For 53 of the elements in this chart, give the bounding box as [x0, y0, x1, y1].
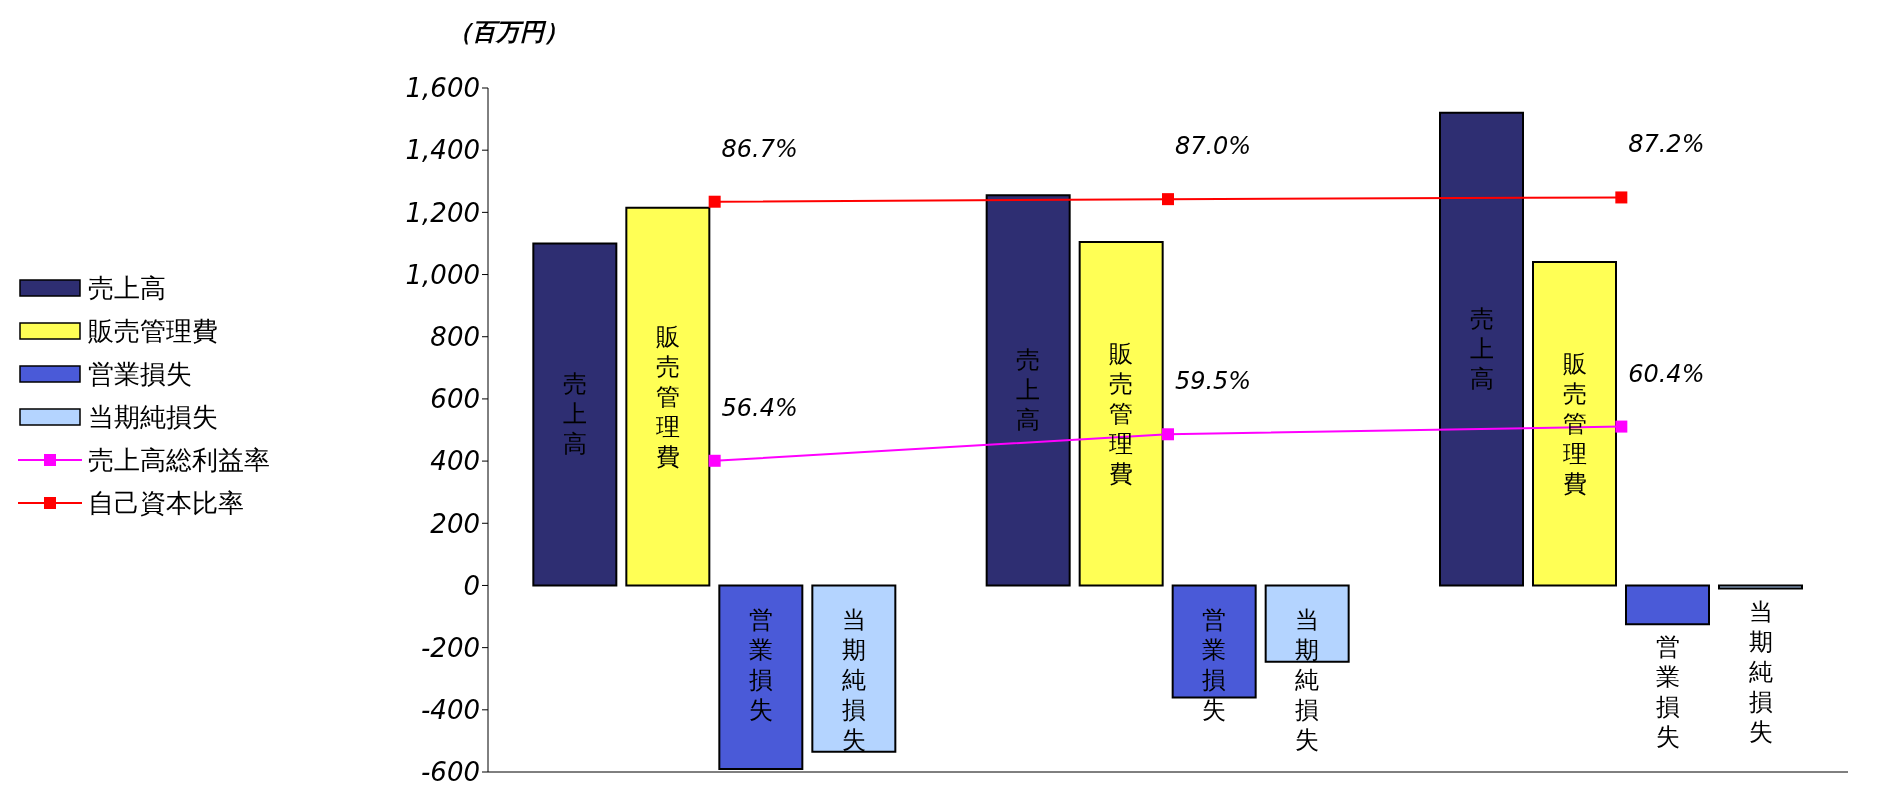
text: 販売管理費 — [1109, 339, 1134, 488]
y-tick-label: -400 — [420, 695, 480, 726]
point — [1615, 420, 1628, 433]
data-label: 56.4% — [721, 393, 798, 422]
bar — [1625, 584, 1710, 626]
data-label: 86.7% — [721, 134, 798, 163]
text: 営業損失 — [1655, 633, 1680, 752]
y-tick-label: 800 — [430, 321, 480, 352]
bar — [1078, 240, 1164, 587]
point — [708, 195, 721, 208]
y-tick-label: 400 — [430, 446, 480, 477]
text: 当期純損失 — [1295, 606, 1320, 755]
y-tick-label: 1,000 — [405, 259, 480, 290]
legend-label: 自己資本比率 — [88, 486, 244, 520]
point — [1162, 428, 1174, 441]
bar — [1532, 261, 1617, 587]
text: 営業損失 — [748, 606, 773, 725]
bar — [532, 242, 618, 587]
point — [1162, 193, 1174, 206]
bar — [1171, 584, 1257, 699]
text: 当期純損失 — [1748, 597, 1773, 746]
legend-label: 売上高 — [88, 271, 166, 305]
bar — [625, 206, 711, 587]
y-tick-label: -200 — [420, 632, 480, 663]
y-tick-label: 1,600 — [405, 73, 480, 104]
text: 販売管理費 — [655, 322, 680, 471]
bar — [985, 194, 1071, 587]
y-tick-label: 600 — [430, 384, 480, 415]
data-label: 87.2% — [1628, 130, 1705, 159]
point — [708, 454, 721, 467]
legend-label: 販売管理費 — [88, 314, 218, 348]
text: 営業損失 — [1202, 606, 1227, 725]
y-tick-label: 0 — [463, 570, 480, 601]
text: 当期純損失 — [841, 606, 866, 755]
legend-label: 営業損失 — [88, 357, 192, 391]
text: 売上高 — [562, 370, 587, 459]
legend-label: 当期純損失 — [88, 400, 218, 434]
bar — [1439, 111, 1524, 587]
bar — [811, 584, 897, 753]
y-tick-label: 1,200 — [405, 197, 480, 228]
y-tick-label: -600 — [420, 757, 480, 788]
legend-label: 売上高総利益率 — [88, 443, 270, 477]
y-tick-label: 1,400 — [405, 135, 480, 166]
data-label: 87.0% — [1174, 132, 1252, 161]
point — [1615, 191, 1628, 204]
data-label: 59.5% — [1174, 367, 1252, 396]
bar — [1718, 584, 1803, 590]
data-label: 60.4% — [1628, 359, 1705, 388]
text: 売上高 — [1016, 346, 1041, 435]
text: 売上高 — [1469, 305, 1494, 394]
y-axis-title: （百万円） — [448, 17, 568, 48]
bar — [1264, 584, 1350, 663]
y-tick-label: 200 — [430, 508, 480, 539]
